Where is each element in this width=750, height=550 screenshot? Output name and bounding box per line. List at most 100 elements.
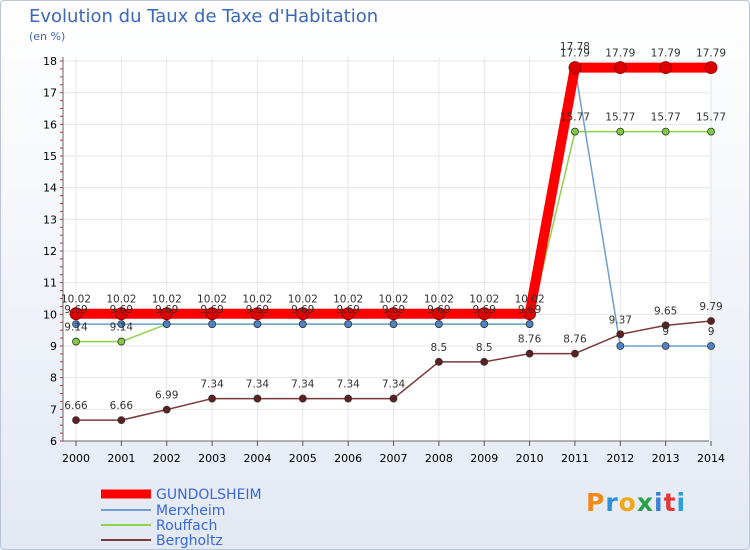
data-point-merxheim [707, 342, 715, 350]
data-point-rouffach [571, 127, 579, 136]
data-point-bergholtz [661, 321, 670, 330]
proxiti-logo: Proxiti [586, 488, 686, 517]
x-tick-label: 2010 [516, 452, 544, 465]
y-tick-label: 8 [50, 372, 57, 385]
data-label-merxheim: 9.69 [64, 304, 87, 316]
data-point-merxheim [525, 320, 534, 329]
legend-label-rouffach: Rouffach [156, 518, 217, 534]
y-tick-label: 12 [43, 245, 57, 258]
data-label-merxheim: 9.69 [427, 304, 450, 316]
data-point-gundolsheim [613, 61, 627, 75]
y-tick-label: 6 [50, 435, 57, 448]
data-point-gundolsheim [160, 307, 174, 321]
x-tick-label: 2003 [198, 452, 226, 465]
data-point-rouffach [616, 127, 625, 136]
data-label-bergholtz: 7.34 [246, 379, 270, 391]
data-label-merxheim: 9.69 [336, 304, 359, 316]
data-label-merxheim: 9.69 [291, 304, 314, 316]
data-point-bergholtz [208, 394, 216, 403]
logo-letter: t [663, 488, 677, 517]
data-label-gundolsheim: 10.02 [152, 294, 182, 306]
x-tick-label: 2007 [380, 452, 408, 465]
logo-letter: i [676, 488, 687, 517]
legend-label-gundolsheim: GUNDOLSHEIM [156, 487, 262, 503]
data-point-merxheim [389, 320, 398, 329]
data-point-gundolsheim [296, 307, 310, 321]
x-tick-label: 2009 [470, 452, 498, 465]
data-point-bergholtz [117, 416, 126, 425]
y-tick-label: 11 [43, 277, 57, 290]
data-label-rouffach: 15.77 [560, 112, 590, 124]
x-tick-label: 2013 [652, 452, 680, 465]
data-label-bergholtz: 8.76 [563, 334, 587, 346]
data-label-merxheim: 9.69 [246, 304, 269, 316]
data-label-bergholtz: 8.76 [518, 334, 542, 346]
data-point-merxheim [208, 320, 216, 329]
x-tick-label: 2012 [606, 452, 634, 465]
data-label-gundolsheim: 10.02 [288, 294, 318, 306]
y-tick-label: 9 [50, 340, 57, 353]
data-point-gundolsheim [659, 61, 673, 75]
y-tick-label: 18 [43, 55, 57, 68]
data-point-merxheim [253, 320, 262, 329]
y-tick-label: 7 [50, 403, 57, 416]
data-label-gundolsheim: 10.02 [197, 294, 227, 306]
plot-area [63, 57, 709, 441]
data-label-gundolsheim: 10.02 [106, 294, 136, 306]
data-point-merxheim [117, 320, 126, 329]
data-label-gundolsheim: 10.02 [469, 294, 499, 306]
y-tick-label: 16 [43, 118, 57, 131]
data-label-gundolsheim: 10.02 [61, 294, 91, 306]
data-label-merxheim: 9 [708, 326, 715, 338]
data-point-merxheim [616, 342, 625, 350]
data-point-merxheim [72, 320, 80, 329]
data-label-bergholtz: 6.66 [64, 400, 88, 412]
y-tick-label: 13 [43, 213, 57, 226]
data-label-bergholtz: 8.5 [431, 342, 448, 354]
data-label-gundolsheim: 10.02 [242, 294, 272, 306]
data-label-gundolsheim: 10.02 [424, 294, 454, 306]
logo-letter: x [636, 488, 654, 517]
data-point-gundolsheim [387, 307, 400, 321]
data-label-merxheim: 9.69 [518, 304, 541, 316]
data-point-merxheim [344, 320, 353, 329]
logo-letter: P [586, 488, 606, 517]
data-label-bergholtz: 6.99 [155, 390, 178, 402]
x-tick-label: 2000 [62, 452, 90, 465]
data-point-bergholtz [707, 317, 715, 325]
data-point-gundolsheim [704, 61, 718, 75]
x-tick-label: 2008 [425, 452, 453, 465]
data-label-bergholtz: 7.34 [291, 379, 315, 391]
data-point-gundolsheim [523, 307, 536, 321]
logo-letter: o [618, 488, 637, 517]
x-tick-label: 2005 [289, 452, 317, 465]
data-point-rouffach [72, 337, 80, 346]
data-label-merxheim: 9.69 [200, 304, 223, 316]
data-label-rouffach: 15.77 [651, 112, 681, 124]
data-point-bergholtz [434, 357, 443, 366]
data-label-bergholtz: 9.65 [654, 305, 677, 317]
data-label-gundolsheim: 10.02 [333, 294, 363, 306]
data-label-bergholtz: 9.79 [699, 301, 722, 313]
data-point-merxheim [434, 320, 443, 329]
data-point-gundolsheim [69, 307, 83, 321]
data-label-gundolsheim: 10.02 [378, 294, 408, 306]
y-tick-label: 10 [43, 308, 57, 321]
data-point-rouffach [661, 127, 670, 136]
data-label-merxheim: 9.69 [110, 304, 133, 316]
data-label-bergholtz: 7.34 [382, 379, 406, 391]
data-label-gundolsheim: 17.79 [651, 48, 681, 60]
data-point-bergholtz [389, 394, 398, 403]
data-point-bergholtz [480, 357, 489, 366]
data-label-bergholtz: 6.66 [110, 400, 134, 412]
x-tick-label: 2004 [243, 452, 271, 465]
data-point-bergholtz [571, 349, 579, 358]
x-tick-label: 2011 [561, 452, 589, 465]
data-point-gundolsheim [432, 307, 446, 321]
data-point-bergholtz [162, 405, 171, 414]
y-axis-unit: (en %) [29, 30, 66, 43]
data-label-gundolsheim: 17.79 [605, 48, 635, 60]
data-point-gundolsheim [114, 307, 128, 321]
data-label-rouffach: 15.77 [605, 112, 635, 124]
